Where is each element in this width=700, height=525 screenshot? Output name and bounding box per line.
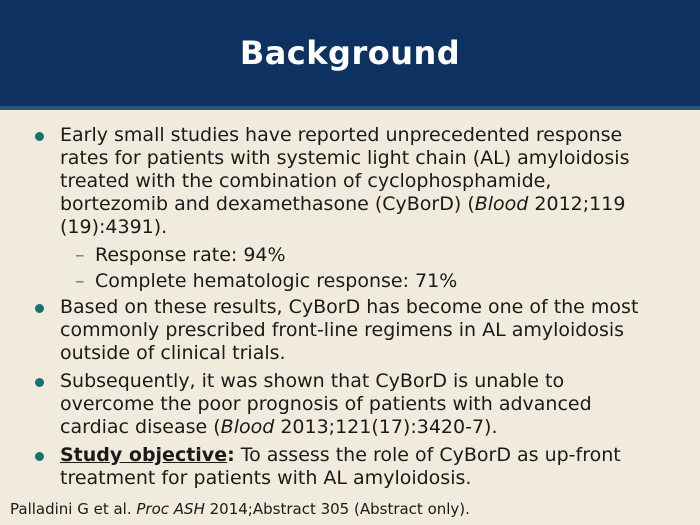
bullet-text: Response rate: 94% [95, 244, 680, 267]
bullet-text: Study objective: To assess the role of C… [60, 444, 645, 490]
bullet-text: Complete hematologic response: 71% [95, 270, 680, 293]
bullet-icon [35, 444, 60, 467]
text-run: Response rate: 94% [95, 244, 286, 266]
bullet-dot [35, 378, 44, 387]
bullet-icon [35, 370, 60, 393]
text-run: 2014;Abstract 305 (Abstract only). [204, 500, 470, 518]
text-run: Proc ASH [136, 500, 205, 518]
bullet-item: Subsequently, it was shown that CyBorD i… [35, 370, 700, 439]
text-run: Early small studies have reported unprec… [60, 124, 630, 215]
dash-icon: – [75, 244, 85, 266]
bullet-item: Study objective: To assess the role of C… [35, 444, 700, 490]
text-run: Based on these results, CyBorD has becom… [60, 296, 639, 364]
text-run: Blood [474, 193, 529, 215]
bullet-list: Early small studies have reported unprec… [0, 110, 700, 490]
bullet-item: Early small studies have reported unprec… [35, 124, 700, 239]
text-run: To assess the role of CyBorD as up-front… [60, 444, 621, 489]
text-run: Subsequently, it was shown that CyBorD i… [60, 370, 592, 438]
dash-icon: – [75, 270, 85, 292]
text-run: 2013;121(17):3420-7). [274, 416, 498, 438]
text-run: Palladini G et al. [10, 500, 137, 518]
sub-bullet-item: – Response rate: 94% [75, 244, 700, 267]
bullet-icon [35, 124, 60, 147]
bullet-dot [35, 452, 44, 461]
text-run: 2012;119 (19):4391). [60, 193, 626, 238]
bullet-text: Subsequently, it was shown that CyBorD i… [60, 370, 645, 439]
sub-bullet-item: – Complete hematologic response: 71% [75, 270, 700, 293]
bullet-text: Based on these results, CyBorD has becom… [60, 296, 645, 365]
text-run: Study objective [60, 444, 228, 466]
bullet-item: Based on these results, CyBorD has becom… [35, 296, 700, 365]
bullet-text: Early small studies have reported unprec… [60, 124, 645, 239]
slide-title: Background [239, 34, 461, 72]
bullet-dot [35, 132, 44, 141]
citation-footer: Palladini G et al. Proc ASH 2014;Abstrac… [10, 500, 470, 518]
text-run: : [227, 444, 235, 466]
slide-header: Background [0, 0, 700, 110]
bullet-dot [35, 304, 44, 313]
bullet-icon [35, 296, 60, 319]
text-run: Complete hematologic response: 71% [95, 270, 458, 292]
text-run: Blood [220, 416, 275, 438]
